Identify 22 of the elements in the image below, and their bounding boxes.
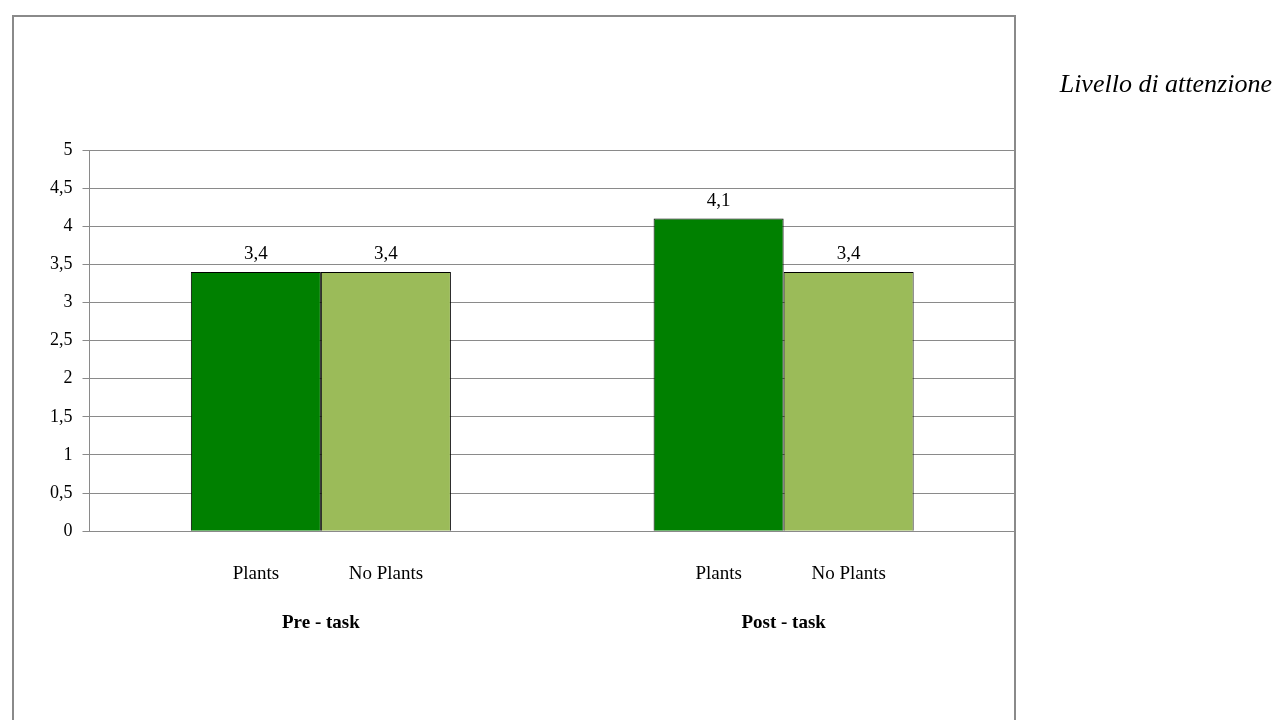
y-tick-label: 5 <box>63 138 73 159</box>
y-tick-label: 0 <box>63 519 73 540</box>
series-label: Plants <box>232 562 280 584</box>
y-tick-label: 4 <box>63 214 73 235</box>
data-label: 3,4 <box>374 242 399 264</box>
y-tick-label: 1,5 <box>50 405 73 426</box>
data-label: 4,1 <box>706 189 731 211</box>
x-tick-label: Pre - task <box>282 610 361 632</box>
data-label: 3,4 <box>243 242 269 264</box>
y-tick-label: 0,5 <box>50 481 73 502</box>
text: Plants <box>695 562 742 584</box>
data-label: 3,4 <box>836 242 862 264</box>
y-tick-label: 3 <box>63 291 73 312</box>
y-tick-label: 3,5 <box>50 253 73 274</box>
x-tick-label: Post - task <box>741 610 827 632</box>
y-tick-label: 2,5 <box>50 329 73 350</box>
y-tick-label: 2 <box>63 367 73 388</box>
y-tick-label: 4,5 <box>50 176 73 197</box>
text: No Plants <box>811 562 886 584</box>
y-tick-label: 1 <box>63 443 73 464</box>
text: Livello di attenzione <box>1058 68 1272 98</box>
series-label: No Plants <box>348 562 424 584</box>
